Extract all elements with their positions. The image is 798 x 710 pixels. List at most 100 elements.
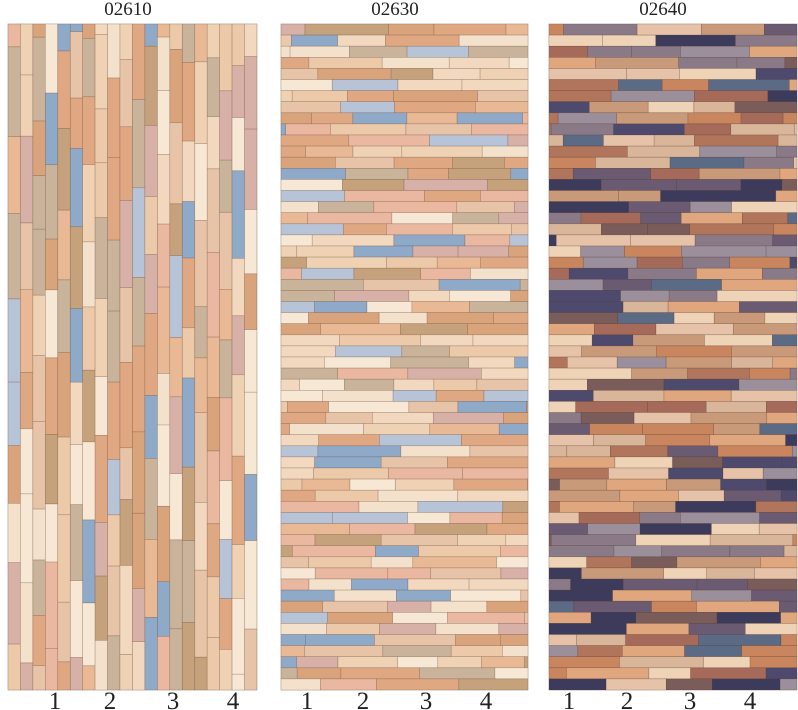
tile: [698, 168, 781, 180]
tile: [548, 656, 620, 669]
tile: [622, 301, 669, 313]
tile: [169, 203, 183, 256]
tile: [280, 223, 344, 236]
tile: [7, 213, 21, 300]
tile: [621, 645, 685, 657]
tile: [655, 323, 734, 336]
tile: [32, 294, 46, 356]
tile: [206, 450, 220, 524]
tile: [688, 623, 746, 635]
tile: [32, 354, 46, 422]
tile: [280, 623, 327, 635]
tile: [595, 156, 671, 169]
tile: [470, 267, 529, 280]
tile-panels: [7, 23, 798, 691]
tile: [280, 578, 310, 591]
tile: [390, 68, 434, 80]
tile: [7, 136, 21, 214]
tile: [575, 401, 649, 413]
tile: [748, 367, 791, 380]
tile: [32, 665, 46, 691]
tile: [510, 290, 529, 302]
tile: [741, 212, 789, 225]
tile: [132, 587, 146, 642]
tile: [132, 345, 146, 433]
tile: [32, 175, 46, 230]
tile: [616, 356, 667, 369]
tile: [510, 168, 529, 180]
tile: [144, 457, 158, 540]
panel-title: 02640: [639, 0, 687, 20]
tile: [429, 423, 500, 436]
tile: [548, 190, 619, 202]
tile: [457, 245, 510, 258]
tile: [32, 559, 46, 616]
tile: [182, 540, 196, 623]
tile: [119, 200, 133, 288]
tile: [386, 256, 438, 269]
tile: [308, 56, 383, 69]
tile: [107, 77, 121, 158]
tile: [590, 611, 637, 624]
tile: [7, 23, 21, 48]
tile: [280, 534, 316, 546]
tile: [548, 556, 588, 569]
tile: [700, 23, 765, 36]
tile: [412, 556, 497, 569]
tile: [548, 101, 590, 114]
tile: [280, 90, 293, 102]
tile: [280, 378, 301, 391]
tile: [280, 134, 350, 147]
tile: [780, 634, 798, 646]
tile: [776, 145, 798, 158]
tile: [132, 431, 146, 514]
tile: [472, 334, 529, 347]
tile: [320, 323, 401, 336]
tile: [548, 278, 604, 291]
tile: [374, 634, 456, 646]
tile: [314, 567, 389, 580]
tile: [437, 656, 482, 669]
tile: [618, 190, 661, 202]
tile: [408, 290, 450, 302]
tile: [706, 190, 777, 202]
tile: [559, 500, 635, 513]
tile: [296, 656, 339, 669]
tile: [340, 667, 420, 680]
tile: [107, 514, 121, 567]
tile: [280, 45, 291, 58]
tile: [280, 489, 316, 502]
tile: [580, 245, 625, 258]
tile: [169, 255, 183, 338]
tile: [731, 356, 773, 369]
tile: [678, 56, 738, 69]
tile: [244, 329, 258, 393]
tile: [481, 656, 525, 669]
row-label: 3: [167, 688, 180, 710]
tile: [480, 256, 529, 269]
tile: [743, 156, 795, 169]
tile: [244, 474, 258, 541]
panel-title: 02630: [371, 0, 419, 20]
tile: [280, 312, 309, 325]
tile: [461, 79, 529, 91]
row-label: 1: [49, 688, 62, 710]
tile: [706, 567, 755, 580]
tile: [625, 634, 699, 646]
tile: [296, 667, 342, 680]
tile: [772, 356, 798, 369]
tile: [82, 602, 96, 667]
tile: [500, 567, 529, 580]
tile: [206, 168, 220, 253]
tile: [157, 223, 171, 288]
tile: [244, 273, 258, 330]
tile: [231, 65, 245, 118]
tile: [308, 556, 372, 569]
tile: [347, 90, 394, 102]
tile: [375, 545, 419, 558]
tile: [751, 589, 798, 602]
tile: [392, 389, 437, 402]
tile: [194, 143, 208, 221]
tile: [394, 478, 455, 491]
tile: [612, 589, 692, 602]
